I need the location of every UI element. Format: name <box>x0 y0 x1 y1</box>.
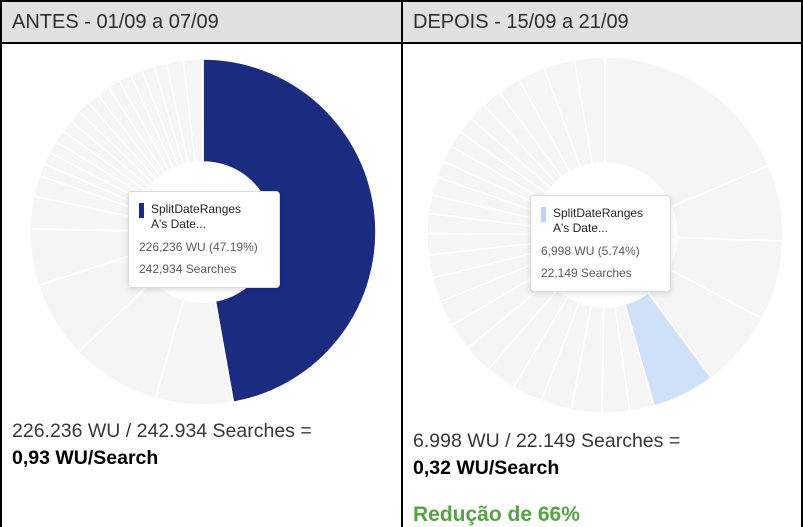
summary-antes: 226.236 WU / 242.934 Searches = 0,93 WU/… <box>12 418 312 472</box>
panel-body-antes: SplitDateRanges A's Date... 226,236 WU (4… <box>2 44 401 525</box>
tooltip-series-marker <box>139 203 144 218</box>
summary-equation: 226.236 WU / 242.934 Searches = <box>12 420 312 442</box>
reduction-note: Redução de 66% <box>413 503 580 526</box>
summary-result: 0,93 WU/Search <box>12 447 159 469</box>
summary-depois: 6.998 WU / 22.149 Searches = 0,32 WU/Sea… <box>413 428 680 527</box>
panel-header-antes: ANTES - 01/09 a 07/09 <box>2 2 401 44</box>
panel-body-depois: SplitDateRanges A's Date... 6,998 WU (5.7… <box>403 44 801 527</box>
panel-antes: ANTES - 01/09 a 07/09 SplitDateRanges A's… <box>0 0 401 527</box>
tooltip-searches-value: 242,934 Searches <box>139 262 237 276</box>
summary-result: 0,32 WU/Search <box>413 457 560 479</box>
tooltip-series-title: SplitDateRanges A's Date... <box>151 202 242 231</box>
tooltip-series-marker <box>541 207 546 222</box>
panel-header-depois: DEPOIS - 15/09 a 21/09 <box>403 2 801 44</box>
donut-chart-antes <box>29 58 377 406</box>
panel-depois: DEPOIS - 15/09 a 21/09 SplitDateRanges A'… <box>401 0 803 527</box>
tooltip-series-title: SplitDateRanges A's Date... <box>553 206 644 235</box>
chart-tooltip-depois: SplitDateRanges A's Date... 6,998 WU (5.7… <box>530 195 671 292</box>
donut-slice[interactable] <box>573 56 606 166</box>
chart-tooltip-antes: SplitDateRanges A's Date... 226,236 WU (4… <box>128 191 280 288</box>
tooltip-wu-value: 6,998 WU (5.74%) <box>541 244 640 258</box>
donut-slice[interactable] <box>604 56 770 208</box>
tooltip-wu-value: 226,236 WU (47.19%) <box>139 240 258 254</box>
tooltip-searches-value: 22,149 Searches <box>541 266 632 280</box>
donut-slice[interactable] <box>182 58 204 164</box>
summary-equation: 6.998 WU / 22.149 Searches = <box>413 430 681 452</box>
